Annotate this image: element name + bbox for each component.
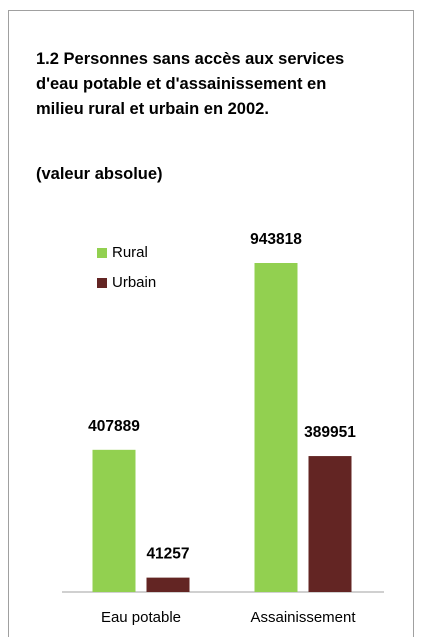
legend-swatch: [97, 278, 107, 288]
chart-frame: [8, 10, 414, 637]
chart-subtitle: (valeur absolue): [36, 165, 163, 183]
data-label: 389951: [304, 424, 356, 441]
bar: [92, 449, 136, 592]
data-label: 41257: [146, 546, 189, 563]
x-tick-label: Assainissement: [250, 609, 356, 626]
legend-label: Rural: [112, 244, 148, 261]
bar: [146, 577, 190, 592]
bar: [254, 263, 298, 592]
legend-swatch: [97, 248, 107, 258]
bar: [308, 456, 352, 592]
data-label: 943818: [250, 231, 302, 248]
x-tick-label: Eau potable: [101, 609, 181, 626]
legend-label: Urbain: [112, 274, 156, 291]
chart-title: 1.2 Personnes sans accès aux services d'…: [36, 50, 345, 118]
data-label: 407889: [88, 418, 140, 435]
